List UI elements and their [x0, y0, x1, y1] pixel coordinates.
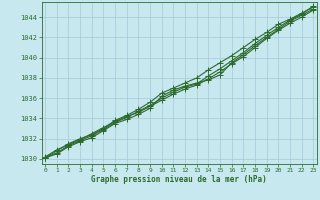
X-axis label: Graphe pression niveau de la mer (hPa): Graphe pression niveau de la mer (hPa): [91, 175, 267, 184]
